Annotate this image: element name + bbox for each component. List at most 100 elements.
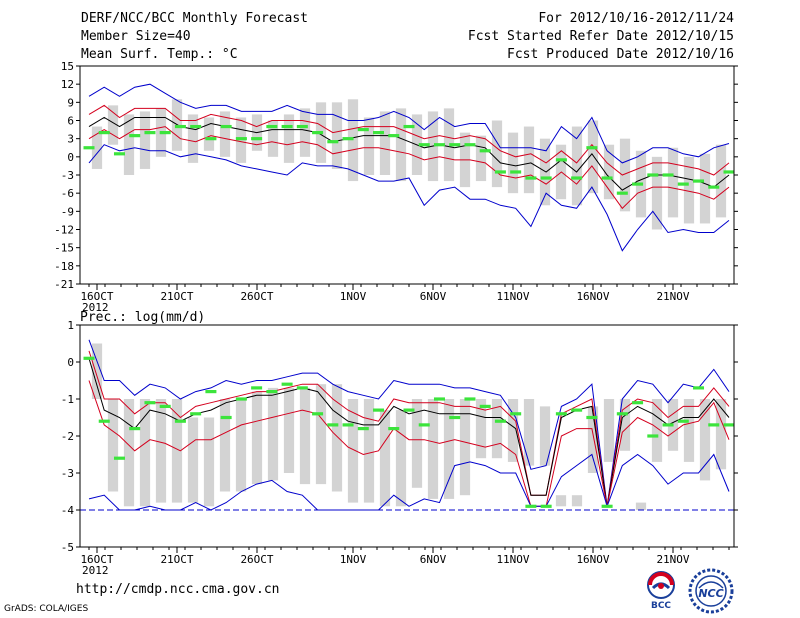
ensemble-box [411,399,423,488]
started-refer-date: Fcst Started Refer Date 2012/10/15 [467,29,734,44]
median-marker [266,390,278,394]
member-size: Member Size=40 [81,29,191,44]
series-line-lower [88,126,730,210]
x-tick-label: 6NOV [420,553,447,566]
median-marker [723,423,735,427]
ncc-logo-text: NCC [698,587,723,600]
ensemble-box [203,417,215,507]
median-marker [510,412,522,416]
x-year-label: 2012 [82,301,109,314]
median-marker [723,170,735,174]
ensemble-box [235,399,247,492]
y-tick-label: -9 [61,205,74,218]
ensemble-box [315,384,327,485]
median-marker [174,124,186,129]
y-tick-label: -4 [61,504,75,517]
source-url[interactable]: http://cmdp.ncc.cma.gov.cn [76,582,280,597]
ensemble-box [443,108,455,182]
y-tick-label: 15 [61,60,74,73]
median-marker [251,137,263,141]
ensemble-box [603,144,615,200]
ensemble-box [619,399,631,451]
ensemble-box [475,135,487,182]
ensemble-box [475,399,487,459]
median-marker [296,124,308,129]
variable-label: Mean Surf. Temp.: °C [81,47,238,62]
ensemble-box [331,384,343,492]
y-tick-label: 1 [67,319,74,332]
x-tick-label: 21NOV [656,553,689,566]
ensemble-box [699,399,711,481]
ensemble-box [395,108,407,182]
median-marker [632,401,644,405]
median-marker [616,412,628,416]
ensemble-box [507,132,519,194]
x-tick-label: 16OCT [80,553,113,566]
median-marker [632,182,644,186]
ensemble-box [219,111,231,157]
ensemble-box [187,114,199,163]
series-line-max [88,339,730,507]
ensemble-box [107,399,119,492]
median-marker [190,124,202,129]
ensemble-box [283,387,295,473]
median-marker [220,415,232,420]
series-line-min [88,453,730,511]
median-marker [433,143,445,147]
precipitation-panel: 1 0 -1 -2 -3 -4 -5 16OCT 21OCT 26OCT 1NOV 6NOV 11NOV… [61,310,738,577]
header-left: DERF/NCC/BCC Monthly Forecast Member Siz… [81,10,308,64]
ensemble-box [395,410,407,507]
median-marker [616,191,628,195]
x-tick-label: 1NOV [340,290,367,303]
median-marker [190,412,202,416]
ensemble-box [539,138,551,206]
median-marker [449,143,461,147]
y-tick-label: 12 [61,78,74,91]
x-tick-label: 11NOV [496,290,529,303]
grads-credit: GrADS: COLA/IGES [4,604,89,614]
ensemble-box [379,111,391,175]
ensemble-box [507,399,519,462]
ensemble-box [171,399,183,503]
median-marker [494,419,506,423]
y-tick-label: -1 [61,393,74,406]
median-marker [388,134,400,138]
median-marker [586,146,598,150]
ensemble-box [331,102,343,169]
ensemble-box [523,399,535,466]
ensemble-box [219,399,231,492]
ensemble-box [683,399,695,462]
median-marker [83,146,95,150]
median-marker [342,423,354,427]
bcc-logo: BCC [647,571,675,610]
median-marker [555,412,567,416]
median-marker [647,434,659,438]
ensemble-box [539,406,551,466]
y-tick-label: -18 [54,260,74,273]
y-tick-label: -12 [54,224,74,237]
median-marker [312,412,324,416]
series-line-mean [88,116,730,191]
median-marker [525,504,537,508]
ensemble-box [427,399,439,499]
median-marker [342,137,354,141]
temperature-panel: 15 12 9 6 3 0 -3 -6 -9 -12 -15 -18 -21 16OCT 21OCT 26OC… [54,60,738,314]
y-tick-label: -15 [54,242,74,255]
chart-title: DERF/NCC/BCC Monthly Forecast [81,11,308,26]
ensemble-box [635,502,647,510]
median-marker [677,182,689,186]
series-line-upper [88,350,730,507]
ensemble-box [555,495,567,507]
ensemble-box [651,399,663,462]
median-marker [357,427,369,431]
median-marker [266,124,278,129]
median-marker [403,408,415,412]
median-marker [235,137,247,141]
ensemble-box [139,399,151,507]
x-tick-label: 21NOV [656,290,689,303]
ensemble-box [299,387,311,485]
median-marker [677,419,689,423]
median-marker [98,419,110,423]
median-marker [449,415,461,420]
y-tick-label: -6 [61,187,74,200]
